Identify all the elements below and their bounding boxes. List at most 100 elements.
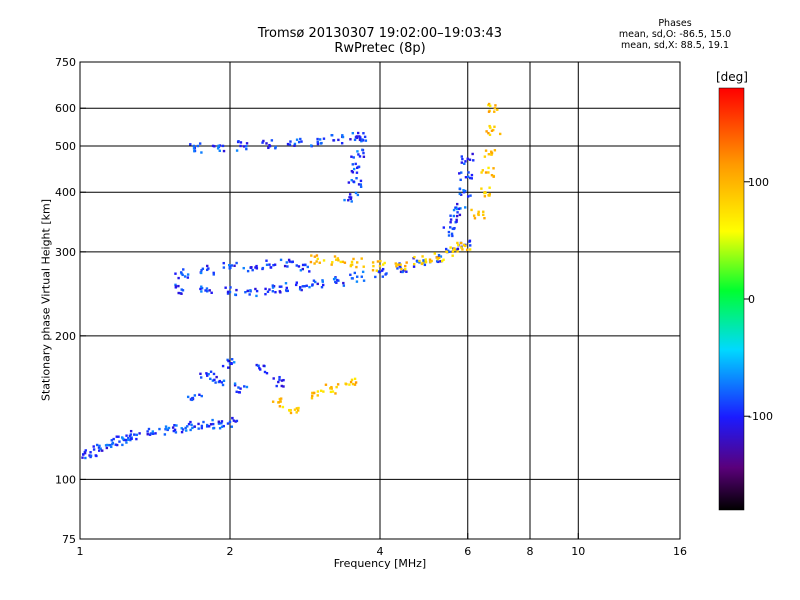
- data-point: [470, 208, 473, 212]
- data-point: [212, 422, 215, 426]
- data-point: [230, 425, 234, 428]
- data-point: [286, 289, 289, 293]
- data-point: [318, 261, 321, 264]
- data-point: [114, 443, 117, 446]
- data-point: [191, 426, 194, 430]
- data-point: [97, 446, 101, 449]
- data-point: [312, 391, 316, 395]
- data-point: [235, 149, 239, 152]
- x-axis-label: Frequency [MHz]: [333, 557, 427, 570]
- data-point: [449, 214, 452, 217]
- data-point: [222, 261, 225, 265]
- data-point: [286, 142, 290, 146]
- data-point: [448, 226, 452, 229]
- data-point: [456, 243, 460, 247]
- data-point: [278, 397, 282, 401]
- data-point: [480, 171, 483, 174]
- data-point: [212, 372, 216, 376]
- data-point: [192, 144, 196, 148]
- data-point: [424, 260, 427, 263]
- data-point: [229, 286, 232, 289]
- data-point: [383, 261, 386, 265]
- data-point: [401, 270, 404, 274]
- data-point: [279, 400, 282, 403]
- data-point: [330, 387, 333, 390]
- data-point: [211, 418, 214, 422]
- data-point: [468, 158, 472, 161]
- data-point: [205, 268, 209, 272]
- data-point: [83, 451, 87, 455]
- data-point: [487, 110, 491, 113]
- data-point: [245, 385, 249, 389]
- y-tick-label: 100: [55, 473, 76, 486]
- data-point: [355, 136, 359, 140]
- data-point: [301, 267, 305, 271]
- data-point: [272, 285, 276, 288]
- data-point: [352, 257, 355, 261]
- data-point: [129, 433, 133, 436]
- data-point: [125, 434, 128, 437]
- x-tick-label: 8: [527, 545, 534, 558]
- data-point: [301, 285, 305, 288]
- data-point: [488, 124, 491, 128]
- data-point: [237, 140, 240, 143]
- data-point: [211, 144, 215, 148]
- data-point: [235, 390, 238, 393]
- data-point: [315, 254, 319, 257]
- data-point: [470, 177, 473, 180]
- data-point: [333, 277, 337, 280]
- data-point: [198, 393, 201, 396]
- data-point: [493, 107, 497, 110]
- data-point: [412, 265, 416, 268]
- data-point: [350, 200, 353, 203]
- data-point: [466, 175, 470, 178]
- data-point: [396, 267, 399, 270]
- data-point: [311, 391, 314, 395]
- data-point: [487, 131, 490, 135]
- data-point: [181, 273, 184, 277]
- data-point: [450, 232, 454, 235]
- data-point: [488, 186, 491, 189]
- data-point: [496, 108, 499, 111]
- data-point: [348, 383, 351, 386]
- data-point: [488, 193, 491, 196]
- data-point: [175, 424, 178, 427]
- data-point: [484, 149, 488, 152]
- data-point: [355, 166, 359, 170]
- data-point: [490, 129, 494, 132]
- data-point: [356, 131, 360, 135]
- data-point: [206, 264, 209, 268]
- data-point: [226, 292, 230, 295]
- data-point: [115, 435, 118, 438]
- data-point: [313, 262, 316, 265]
- data-point: [148, 433, 152, 436]
- data-point: [451, 250, 455, 254]
- data-point: [231, 416, 234, 420]
- data-point: [243, 385, 246, 388]
- data-point: [490, 151, 493, 154]
- data-point: [277, 401, 281, 404]
- data-point: [180, 288, 183, 291]
- data-point: [167, 426, 171, 430]
- data-point: [271, 290, 275, 293]
- data-point: [265, 142, 268, 145]
- data-point: [468, 248, 472, 251]
- data-point: [399, 270, 403, 274]
- phase-legend-o: mean, sd,O: -86.5, 15.0: [618, 29, 732, 40]
- data-point: [310, 397, 314, 400]
- data-point: [378, 270, 381, 274]
- data-point: [81, 456, 84, 459]
- data-point: [316, 394, 319, 397]
- data-point: [404, 264, 407, 268]
- data-point: [399, 263, 402, 266]
- data-point: [204, 289, 207, 292]
- data-point: [248, 293, 251, 296]
- data-point: [189, 420, 192, 424]
- data-point: [111, 441, 115, 445]
- data-point: [287, 258, 291, 262]
- data-point: [371, 269, 375, 272]
- data-point: [354, 191, 358, 195]
- data-point: [193, 425, 196, 428]
- data-point: [190, 398, 194, 402]
